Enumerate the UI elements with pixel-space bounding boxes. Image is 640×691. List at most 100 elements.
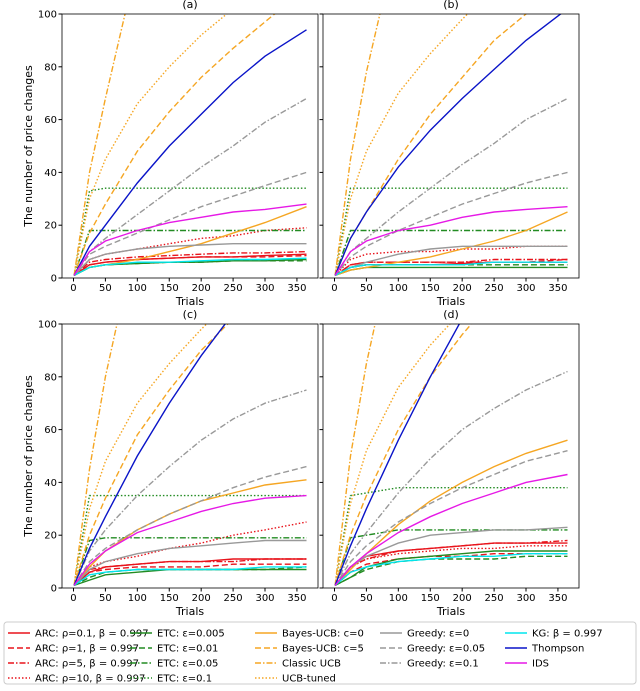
series-line xyxy=(73,324,229,586)
series-line xyxy=(334,245,568,277)
series-line xyxy=(334,261,568,277)
x-tick-label: 150 xyxy=(160,283,179,294)
legend-item: UCB-tuned xyxy=(255,674,336,685)
x-tick-label: 0 xyxy=(331,283,337,294)
y-tick-label: 40 xyxy=(44,168,57,179)
panel-title: (d) xyxy=(443,308,459,321)
series-line xyxy=(334,97,568,276)
x-tick-label: 50 xyxy=(99,283,112,294)
x-tick-label: 200 xyxy=(453,283,472,294)
series-line xyxy=(73,29,307,276)
x-tick-label: 350 xyxy=(287,283,306,294)
series-line xyxy=(334,473,568,586)
plot-frame xyxy=(61,323,319,589)
y-tick-label: 100 xyxy=(38,320,57,331)
legend-item: Bayes-UCB: c=0 xyxy=(255,629,364,640)
x-tick-label: 250 xyxy=(224,593,243,604)
x-tick-label: 100 xyxy=(389,283,408,294)
series-line xyxy=(334,258,568,276)
legend-label: IDS xyxy=(532,659,549,670)
legend-label: ETC: ε=0.005 xyxy=(157,629,225,640)
legend-item: Thompson xyxy=(505,644,584,655)
legend-label: KG: β = 0.997 xyxy=(532,629,603,640)
panel: (d) 0 50 100 150 200 250 300 350 Trials xyxy=(319,308,580,618)
y-tick-label: 0 xyxy=(51,274,57,285)
x-tick-label: 0 xyxy=(70,283,76,294)
series-line xyxy=(73,97,307,276)
series-line xyxy=(334,14,381,276)
x-tick-label: 300 xyxy=(255,593,274,604)
legend-item: ETC: ε=0.05 xyxy=(130,659,218,670)
x-axis-label: Trials xyxy=(175,295,204,308)
series-line xyxy=(334,370,568,586)
series-line xyxy=(334,14,469,276)
legend-item: ETC: ε=0.01 xyxy=(130,644,218,655)
x-tick-label: 300 xyxy=(516,593,535,604)
x-tick-label: 350 xyxy=(287,593,306,604)
series-group xyxy=(334,324,568,587)
series-line xyxy=(334,539,568,586)
y-axis-label: The number of price changes xyxy=(22,65,35,228)
y-tick-label: 60 xyxy=(44,115,57,126)
x-tick-label: 250 xyxy=(485,283,504,294)
legend-item: ARC: ρ=5, β = 0.997 xyxy=(8,659,139,670)
series-line xyxy=(73,324,208,586)
series-line xyxy=(334,487,568,586)
y-axis-label: The number of price changes xyxy=(22,375,35,538)
y-tick-label: 60 xyxy=(44,425,57,436)
legend-label: ETC: ε=0.05 xyxy=(157,659,218,670)
series-line xyxy=(334,550,568,587)
x-tick-label: 250 xyxy=(485,593,504,604)
series-line xyxy=(73,260,307,277)
x-tick-label: 0 xyxy=(331,593,337,604)
legend-item: Greedy: ε=0.1 xyxy=(380,659,479,670)
series-line xyxy=(73,14,126,276)
legend-item: ETC: ε=0.1 xyxy=(130,674,212,685)
legend-label: ETC: ε=0.01 xyxy=(157,644,218,655)
y-tick-label: 40 xyxy=(44,478,57,489)
series-line xyxy=(73,250,307,276)
x-tick-label: 300 xyxy=(516,283,535,294)
x-tick-label: 200 xyxy=(192,593,211,604)
panel-title: (b) xyxy=(443,0,459,11)
x-tick-label: 0 xyxy=(70,593,76,604)
series-line xyxy=(334,439,568,586)
series-line xyxy=(73,465,307,586)
legend-label: ARC: ρ=5, β = 0.997 xyxy=(35,659,139,670)
legend-item: Classic UCB xyxy=(255,659,341,670)
series-line xyxy=(334,14,562,276)
series-line xyxy=(73,257,307,277)
panel: (a) 0 50 100 150 200 250 300 350 0 20 40 60 80 100 Tria… xyxy=(22,0,319,308)
series-line xyxy=(73,566,307,587)
legend-label: ARC: ρ=0.1, β = 0.997 xyxy=(35,629,149,640)
series-line xyxy=(73,229,307,276)
legend-label: ARC: ρ=10, β = 0.997 xyxy=(35,674,145,685)
series-group xyxy=(73,14,307,277)
x-tick-label: 200 xyxy=(192,283,211,294)
x-tick-label: 100 xyxy=(128,283,147,294)
series-line xyxy=(334,266,568,277)
legend-label: Thompson xyxy=(531,644,584,655)
series-line xyxy=(334,211,568,277)
x-tick-label: 100 xyxy=(389,593,408,604)
x-tick-label: 50 xyxy=(360,283,373,294)
x-tick-label: 150 xyxy=(421,283,440,294)
legend: ARC: ρ=0.1, β = 0.997 ARC: ρ=1, β = 0.997… xyxy=(3,621,637,685)
x-tick-label: 300 xyxy=(255,283,274,294)
series-line xyxy=(73,253,307,276)
x-tick-label: 100 xyxy=(128,593,147,604)
series-line xyxy=(334,545,568,586)
series-line xyxy=(73,537,307,586)
series-line xyxy=(73,14,276,276)
series-line xyxy=(73,563,307,586)
series-line xyxy=(73,203,307,276)
legend-item: IDS xyxy=(505,659,549,670)
series-line xyxy=(334,324,451,586)
y-tick-label: 0 xyxy=(51,584,57,595)
legend-label: Classic UCB xyxy=(282,659,341,670)
y-tick-label: 80 xyxy=(44,62,57,73)
legend-item: ARC: ρ=0.1, β = 0.997 xyxy=(8,629,149,640)
legend-item: Greedy: ε=0.05 xyxy=(380,644,485,655)
series-line xyxy=(73,494,307,586)
legend-label: ARC: ρ=1, β = 0.997 xyxy=(35,644,139,655)
